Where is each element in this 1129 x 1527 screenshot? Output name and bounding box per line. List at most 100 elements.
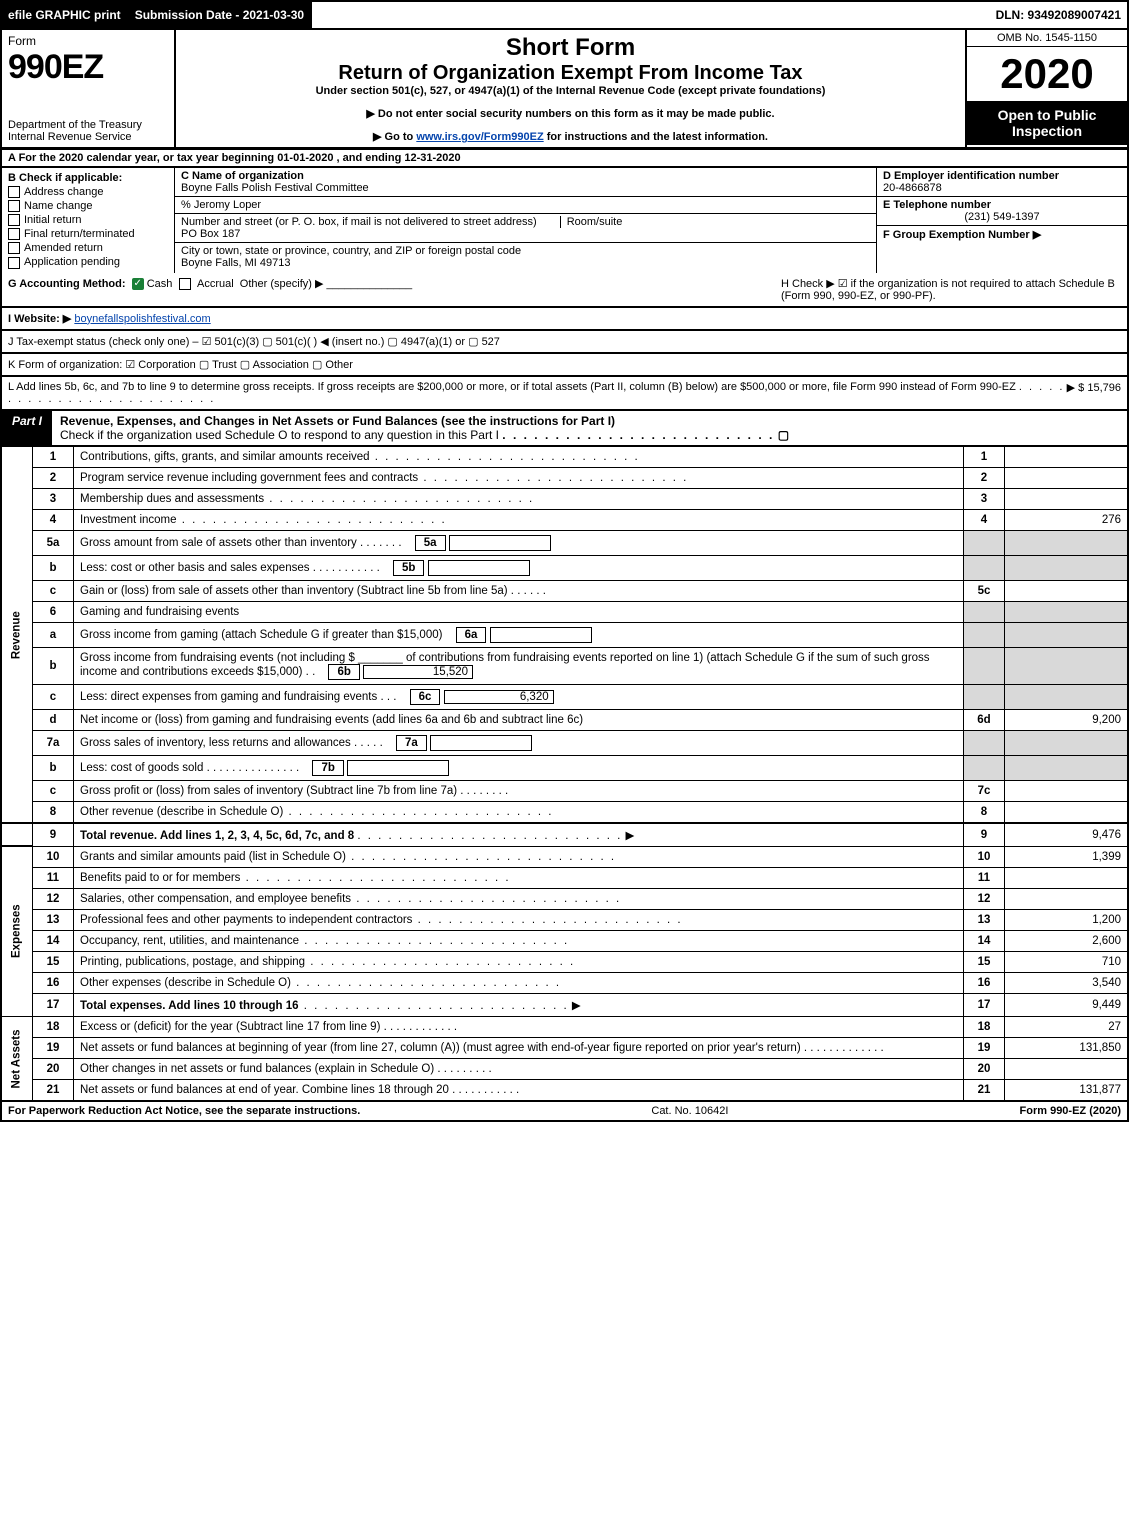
table-row: 20 Other changes in net assets or fund b… bbox=[1, 1058, 1128, 1079]
ln6-ref bbox=[964, 601, 1005, 622]
ln6c-val: 6,320 bbox=[444, 690, 554, 704]
g-other: Other (specify) ▶ bbox=[240, 278, 324, 290]
note-goto: ▶ Go to www.irs.gov/Form990EZ for instru… bbox=[184, 130, 957, 143]
ln7a-ref bbox=[964, 730, 1005, 755]
ln1-amt bbox=[1005, 447, 1129, 468]
city-label: City or town, state or province, country… bbox=[181, 245, 521, 257]
ln6a-amt bbox=[1005, 622, 1129, 647]
side-expenses: Expenses bbox=[1, 846, 33, 1016]
section-d: D Employer identification number 20-4866… bbox=[877, 168, 1127, 197]
table-row: b Less: cost or other basis and sales ex… bbox=[1, 555, 1128, 580]
table-row: 2 Program service revenue including gove… bbox=[1, 467, 1128, 488]
table-row: a Gross income from gaming (attach Sched… bbox=[1, 622, 1128, 647]
ln7c-text: Gross profit or (loss) from sales of inv… bbox=[74, 780, 964, 801]
ln1-num: 1 bbox=[33, 447, 74, 468]
g-accrual: Accrual bbox=[197, 278, 234, 290]
ln6d-ref: 6d bbox=[964, 709, 1005, 730]
header-right: OMB No. 1545-1150 2020 Open to Public In… bbox=[965, 30, 1127, 147]
table-row: d Net income or (loss) from gaming and f… bbox=[1, 709, 1128, 730]
row-a-tax-year: A For the 2020 calendar year, or tax yea… bbox=[0, 150, 1129, 168]
ln4-ref: 4 bbox=[964, 509, 1005, 530]
table-row: c Gain or (loss) from sale of assets oth… bbox=[1, 580, 1128, 601]
ln6b-text: Gross income from fundraising events (no… bbox=[74, 647, 964, 684]
street-label: Number and street (or P. O. box, if mail… bbox=[181, 216, 537, 228]
chk-final-return[interactable]: Final return/terminated bbox=[8, 228, 168, 240]
ln15-num: 15 bbox=[33, 951, 74, 972]
ln21-text: Net assets or fund balances at end of ye… bbox=[74, 1079, 964, 1101]
chk-address-change[interactable]: Address change bbox=[8, 186, 168, 198]
ln3-text: Membership dues and assessments bbox=[74, 488, 964, 509]
ln15-text: Printing, publications, postage, and shi… bbox=[74, 951, 964, 972]
ln6b-box: 6b bbox=[328, 664, 359, 680]
table-row: c Less: direct expenses from gaming and … bbox=[1, 684, 1128, 709]
ln6b-num: b bbox=[33, 647, 74, 684]
return-title: Return of Organization Exempt From Incom… bbox=[184, 62, 957, 85]
efile-print[interactable]: efile GRAPHIC print bbox=[2, 2, 129, 28]
tax-year: 2020 bbox=[967, 47, 1127, 101]
submission-date: Submission Date - 2021-03-30 bbox=[129, 2, 312, 28]
ln7a-box: 7a bbox=[396, 735, 427, 751]
part1-sub: Check if the organization used Schedule … bbox=[60, 428, 499, 442]
ln11-text: Benefits paid to or for members bbox=[74, 867, 964, 888]
lbl-amended-return: Amended return bbox=[24, 242, 103, 254]
dln: DLN: 93492089007421 bbox=[990, 2, 1127, 28]
ln7b-ref bbox=[964, 755, 1005, 780]
ln7c-amt bbox=[1005, 780, 1129, 801]
ln3-num: 3 bbox=[33, 488, 74, 509]
ln14-num: 14 bbox=[33, 930, 74, 951]
dept-treasury: Department of the Treasury Internal Reve… bbox=[8, 119, 168, 143]
ln2-ref: 2 bbox=[964, 467, 1005, 488]
table-row: 8 Other revenue (describe in Schedule O)… bbox=[1, 801, 1128, 823]
ln20-num: 20 bbox=[33, 1058, 74, 1079]
ln5b-num: b bbox=[33, 555, 74, 580]
table-row: 4 Investment income 4 276 bbox=[1, 509, 1128, 530]
table-row: 5a Gross amount from sale of assets othe… bbox=[1, 530, 1128, 555]
form-word: Form bbox=[8, 34, 168, 48]
section-l: L Add lines 5b, 6c, and 7b to line 9 to … bbox=[0, 377, 1129, 411]
lbl-address-change: Address change bbox=[24, 186, 104, 198]
under-section: Under section 501(c), 527, or 4947(a)(1)… bbox=[184, 85, 957, 97]
arrow-icon: ▶ bbox=[572, 1000, 581, 1012]
section-k: K Form of organization: ☑ Corporation ▢ … bbox=[0, 354, 1129, 377]
chk-accrual[interactable] bbox=[179, 278, 191, 290]
ln21-num: 21 bbox=[33, 1079, 74, 1101]
table-row: 15 Printing, publications, postage, and … bbox=[1, 951, 1128, 972]
website-link[interactable]: boynefallspolishfestival.com bbox=[74, 313, 210, 325]
section-g: G Accounting Method: ✓ Cash Accrual Othe… bbox=[8, 277, 412, 302]
irs-link[interactable]: www.irs.gov/Form990EZ bbox=[416, 131, 543, 143]
street-row: Number and street (or P. O. box, if mail… bbox=[175, 214, 876, 243]
ln14-ref: 14 bbox=[964, 930, 1005, 951]
ein-value: 20-4866878 bbox=[883, 182, 942, 194]
ln10-amt: 1,399 bbox=[1005, 846, 1129, 867]
table-row: 9 Total revenue. Add lines 1, 2, 3, 4, 5… bbox=[1, 823, 1128, 847]
org-name: Boyne Falls Polish Festival Committee bbox=[181, 182, 369, 194]
chk-name-change[interactable]: Name change bbox=[8, 200, 168, 212]
check-icon: ✓ bbox=[132, 278, 144, 290]
chk-amended-return[interactable]: Amended return bbox=[8, 242, 168, 254]
page-footer: For Paperwork Reduction Act Notice, see … bbox=[0, 1102, 1129, 1122]
ln6-amt bbox=[1005, 601, 1129, 622]
ln7c-num: c bbox=[33, 780, 74, 801]
table-row: Net Assets 18 Excess or (deficit) for th… bbox=[1, 1016, 1128, 1037]
ln9-text: Total revenue. Add lines 1, 2, 3, 4, 5c,… bbox=[74, 823, 964, 847]
lbl-name-change: Name change bbox=[24, 200, 93, 212]
part1-sub-check[interactable]: ▢ bbox=[778, 428, 789, 442]
ln8-text: Other revenue (describe in Schedule O) bbox=[74, 801, 964, 823]
table-row: 11 Benefits paid to or for members 11 bbox=[1, 867, 1128, 888]
ln6b-amt bbox=[1005, 647, 1129, 684]
ln14-amt: 2,600 bbox=[1005, 930, 1129, 951]
ln19-amt: 131,850 bbox=[1005, 1037, 1129, 1058]
part1-tab: Part I bbox=[2, 411, 52, 445]
g-label: G Accounting Method: bbox=[8, 278, 126, 290]
footer-catno: Cat. No. 10642I bbox=[651, 1105, 728, 1117]
chk-initial-return[interactable]: Initial return bbox=[8, 214, 168, 226]
ln16-amt: 3,540 bbox=[1005, 972, 1129, 993]
ln10-num: 10 bbox=[33, 846, 74, 867]
table-row: b Gross income from fundraising events (… bbox=[1, 647, 1128, 684]
table-row: 3 Membership dues and assessments 3 bbox=[1, 488, 1128, 509]
ln13-amt: 1,200 bbox=[1005, 909, 1129, 930]
open-to-public: Open to Public Inspection bbox=[967, 101, 1127, 145]
ln12-ref: 12 bbox=[964, 888, 1005, 909]
ln4-text: Investment income bbox=[74, 509, 964, 530]
chk-application-pending[interactable]: Application pending bbox=[8, 256, 168, 268]
